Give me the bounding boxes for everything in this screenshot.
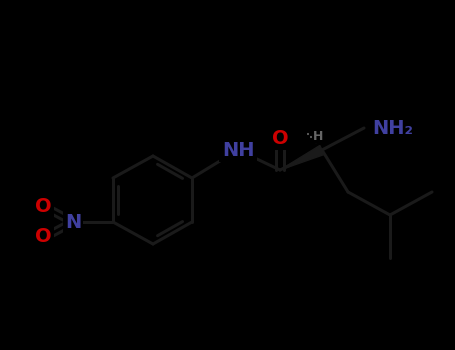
- Text: H: H: [313, 130, 323, 142]
- Text: O: O: [35, 197, 51, 217]
- Text: N: N: [65, 212, 81, 231]
- Polygon shape: [280, 146, 324, 170]
- Text: O: O: [35, 228, 51, 246]
- Text: NH: NH: [222, 140, 254, 160]
- Text: O: O: [272, 128, 288, 147]
- Text: NH₂: NH₂: [372, 119, 413, 138]
